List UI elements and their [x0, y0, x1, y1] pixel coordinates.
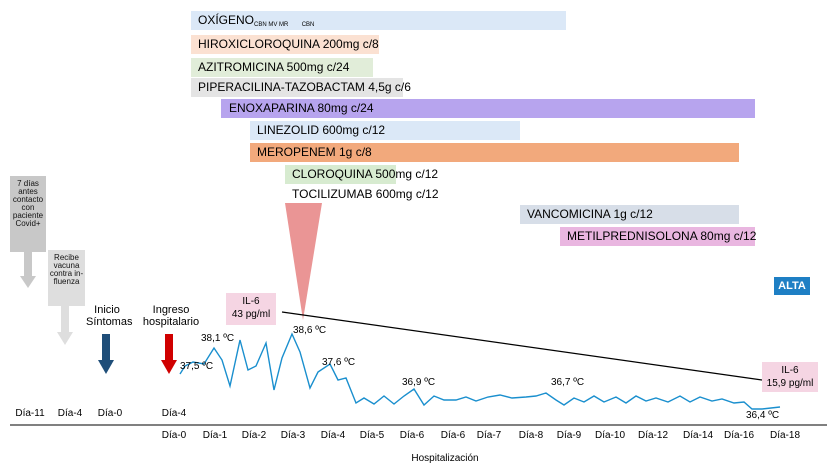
temperature-line — [179, 332, 781, 410]
il6-trend-line — [281, 311, 763, 381]
contact-note: 7 días antes contacto con paciente Covid… — [10, 176, 46, 252]
vaccine-line-4: fluenza — [53, 277, 80, 286]
hosp-day-label-13: Día-12 — [637, 430, 668, 441]
hosp-day-label-3: Día-2 — [241, 430, 267, 441]
hosp-day-label-2: Día-1 — [202, 430, 228, 441]
ingreso-line-2: hospitalario — [142, 316, 200, 328]
hosp-day-label-6: Día-5 — [359, 430, 385, 441]
temp-label-2: 38,6 ºC — [293, 325, 327, 336]
inicio-sintomas-label: Inicio Síntomas — [86, 304, 133, 328]
linezolid-label: LINEZOLID 600mg c/12 — [257, 123, 386, 137]
vaccine-line-1: Recibe — [54, 253, 79, 262]
hosp-day-label-1: Día-0 — [161, 430, 187, 441]
meropenem-label: MEROPENEM 1g c/8 — [257, 145, 372, 159]
contact-note-text: 7 días antes contacto con paciente Covid… — [10, 176, 46, 228]
temp-label-4: 36,9 ºC — [402, 377, 436, 388]
piperacilina-bar: PIPERACILINA-TAZOBACTAM 4,5g c/6 — [191, 78, 411, 97]
contact-line-6: Covid+ — [15, 219, 41, 228]
il6-box-first: IL-6 43 pg/ml — [226, 293, 276, 325]
il6-last-line-2: 15,9 pg/ml — [766, 378, 814, 389]
alta-badge: ALTA — [774, 277, 810, 295]
vaccine-note-text: Recibe vacuna contra in- fluenza — [48, 250, 85, 286]
linezolid-bar: LINEZOLID 600mg c/12 — [250, 121, 520, 140]
hosp-day-label-10: Día-8 — [518, 430, 544, 441]
pre-day-label-2: Día-4 — [57, 408, 83, 419]
pre-day-label-4: Día-4 — [161, 408, 187, 419]
azitromicina-bar: AZITROMICINA 500mg c/24 — [191, 58, 373, 77]
temp-label-0: 37,5 ºC — [180, 361, 214, 372]
hosp-day-label-7: Día-6 — [399, 430, 425, 441]
hosp-day-label-11: Día-9 — [556, 430, 582, 441]
metilprednisolona-label: METILPREDNISOLONA 80mg c/12 — [567, 229, 757, 243]
oxygen-sub-2: CBN — [301, 22, 315, 28]
il6-first-line-1: IL-6 — [242, 296, 260, 307]
hosp-day-label-4: Día-3 — [280, 430, 306, 441]
metilprednisolona-bar: METILPREDNISOLONA 80mg c/12 — [560, 227, 757, 246]
tocilizumab-label: TOCILIZUMAB 600mg c/12 — [292, 187, 439, 201]
contact-line-5: paciente — [12, 211, 44, 220]
hidroxicloroquina-label: HIROXICLOROQUINA 200mg c/8 — [198, 37, 379, 51]
tocilizumab-triangle — [285, 203, 322, 320]
enoxaparina-label: ENOXAPARINA 80mg c/24 — [229, 101, 374, 115]
hosp-day-label-12: Día-10 — [594, 430, 625, 441]
il6-box-last: IL-6 15,9 pg/ml — [762, 362, 818, 392]
oxygen-label: OXÍGENO — [198, 13, 255, 27]
pre-day-label-1: Día-11 — [15, 408, 45, 419]
contact-line-4: con — [21, 203, 35, 212]
contact-arrow-head — [20, 276, 36, 288]
azitromicina-label: AZITROMICINA 500mg c/24 — [198, 60, 350, 74]
vaccine-arrow-head — [57, 332, 73, 345]
vaccine-note: Recibe vacuna contra in- fluenza — [48, 250, 85, 306]
x-axis-title: Hospitalización — [411, 453, 479, 464]
enoxaparina-bar: ENOXAPARINA 80mg c/24 — [221, 99, 755, 118]
inicio-arrow-head — [98, 360, 114, 374]
temp-label-3: 37,6 ºC — [322, 357, 356, 368]
vancomicina-label: VANCOMICINA 1g c/12 — [527, 207, 653, 221]
inicio-line-2: Síntomas — [86, 316, 133, 328]
ingreso-arrow-shaft — [165, 334, 173, 360]
cloroquina-label: CLOROQUINA 500mg c/12 — [292, 167, 439, 181]
hosp-day-label-8: Día-6 — [440, 430, 466, 441]
oxygen-bar: OXÍGENOCBN MV MR CBN — [191, 11, 566, 30]
vaccine-line-3: contra in- — [49, 269, 84, 278]
hosp-day-label-16: Día-18 — [769, 430, 800, 441]
hosp-day-label-5: Día-4 — [320, 430, 346, 441]
contact-line-1: 7 días — [17, 179, 39, 188]
temp-label-1: 38,1 ºC — [201, 333, 235, 344]
meropenem-bar: MEROPENEM 1g c/8 — [250, 143, 739, 162]
il6-first-line-2: 43 pg/ml — [231, 309, 271, 320]
hosp-day-label-15: Día-16 — [723, 430, 754, 441]
vaccine-arrow-shaft — [61, 306, 69, 332]
hosp-day-label-9: Día-7 — [476, 430, 502, 441]
ingreso-hospitalario-label: Ingreso hospitalario — [140, 304, 202, 328]
il6-last-line-1: IL-6 — [781, 365, 799, 376]
contact-arrow-shaft — [24, 252, 32, 276]
vaccine-line-2: vacuna — [53, 261, 80, 270]
piperacilina-label: PIPERACILINA-TAZOBACTAM 4,5g c/6 — [198, 80, 411, 94]
inicio-line-1: Inicio — [94, 304, 120, 316]
hosp-day-label-14: Día-14 — [682, 430, 713, 441]
ingreso-arrow-head — [161, 360, 177, 374]
inicio-arrow-shaft — [102, 334, 110, 360]
ingreso-line-1: Ingreso — [152, 304, 190, 316]
hidroxicloroquina-bar: HIROXICLOROQUINA 200mg c/8 — [191, 35, 379, 54]
oxygen-sub-1: CBN MV MR — [254, 22, 289, 28]
pre-day-label-3: Día-0 — [97, 408, 123, 419]
vancomicina-bar: VANCOMICINA 1g c/12 — [520, 205, 739, 224]
temp-label-5: 36,7 ºC — [551, 377, 585, 388]
contact-line-3: contacto — [12, 195, 44, 204]
contact-line-2: antes — [18, 187, 38, 196]
cloroquina-bar: CLOROQUINA 500mg c/12 — [285, 165, 438, 184]
temp-label-6: 36,4 ºC — [746, 410, 780, 421]
tocilizumab-label-row: TOCILIZUMAB 600mg c/12 — [285, 185, 485, 204]
